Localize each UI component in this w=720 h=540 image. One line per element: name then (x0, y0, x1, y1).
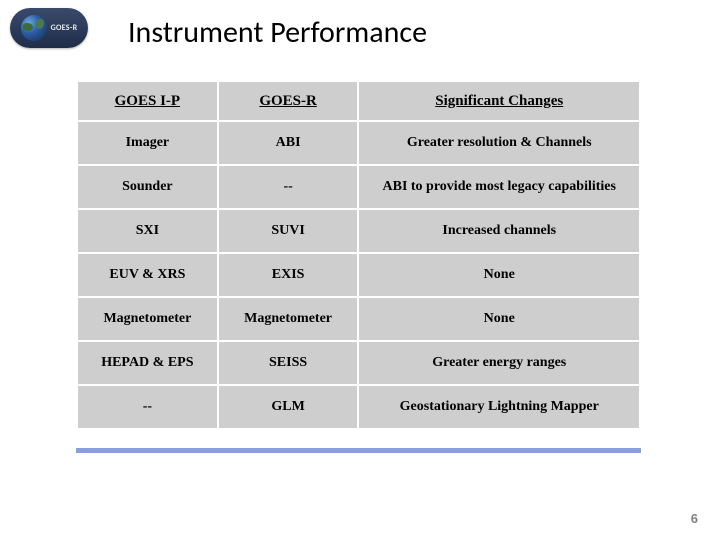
cell-changes: None (359, 298, 639, 340)
globe-icon (21, 15, 47, 41)
cell-changes: None (359, 254, 639, 296)
cell-goes-ip: SXI (78, 210, 217, 252)
cell-goes-r: Magnetometer (219, 298, 358, 340)
table-row: EUV & XRS EXIS None (78, 254, 639, 296)
table-row: Imager ABI Greater resolution & Channels (78, 122, 639, 164)
table-row: Magnetometer Magnetometer None (78, 298, 639, 340)
cell-changes: Greater energy ranges (359, 342, 639, 384)
cell-changes: Increased channels (359, 210, 639, 252)
cell-goes-r: -- (219, 166, 358, 208)
cell-goes-r: EXIS (219, 254, 358, 296)
footer-rule (76, 448, 641, 453)
logo-badge: GOES-R (10, 8, 88, 48)
page-title: Instrument Performance (128, 14, 427, 51)
col-header-goes-ip: GOES I-P (78, 82, 217, 120)
table-header-row: GOES I-P GOES-R Significant Changes (78, 82, 639, 120)
comparison-table: GOES I-P GOES-R Significant Changes Imag… (76, 80, 641, 430)
cell-goes-r: ABI (219, 122, 358, 164)
header: GOES-R Instrument Performance (0, 0, 720, 62)
cell-goes-ip: EUV & XRS (78, 254, 217, 296)
cell-goes-r: SEISS (219, 342, 358, 384)
logo-label: GOES-R (51, 23, 78, 33)
cell-goes-ip: -- (78, 386, 217, 428)
table-row: -- GLM Geostationary Lightning Mapper (78, 386, 639, 428)
cell-goes-r: GLM (219, 386, 358, 428)
cell-changes: Greater resolution & Channels (359, 122, 639, 164)
col-header-goes-r: GOES-R (219, 82, 358, 120)
comparison-table-container: GOES I-P GOES-R Significant Changes Imag… (76, 80, 641, 430)
cell-goes-ip: Sounder (78, 166, 217, 208)
col-header-changes: Significant Changes (359, 82, 639, 120)
page-number: 6 (691, 511, 698, 526)
table-row: HEPAD & EPS SEISS Greater energy ranges (78, 342, 639, 384)
cell-changes: ABI to provide most legacy capabilities (359, 166, 639, 208)
cell-goes-ip: HEPAD & EPS (78, 342, 217, 384)
table-row: SXI SUVI Increased channels (78, 210, 639, 252)
cell-goes-ip: Magnetometer (78, 298, 217, 340)
cell-goes-ip: Imager (78, 122, 217, 164)
cell-changes: Geostationary Lightning Mapper (359, 386, 639, 428)
cell-goes-r: SUVI (219, 210, 358, 252)
table-row: Sounder -- ABI to provide most legacy ca… (78, 166, 639, 208)
